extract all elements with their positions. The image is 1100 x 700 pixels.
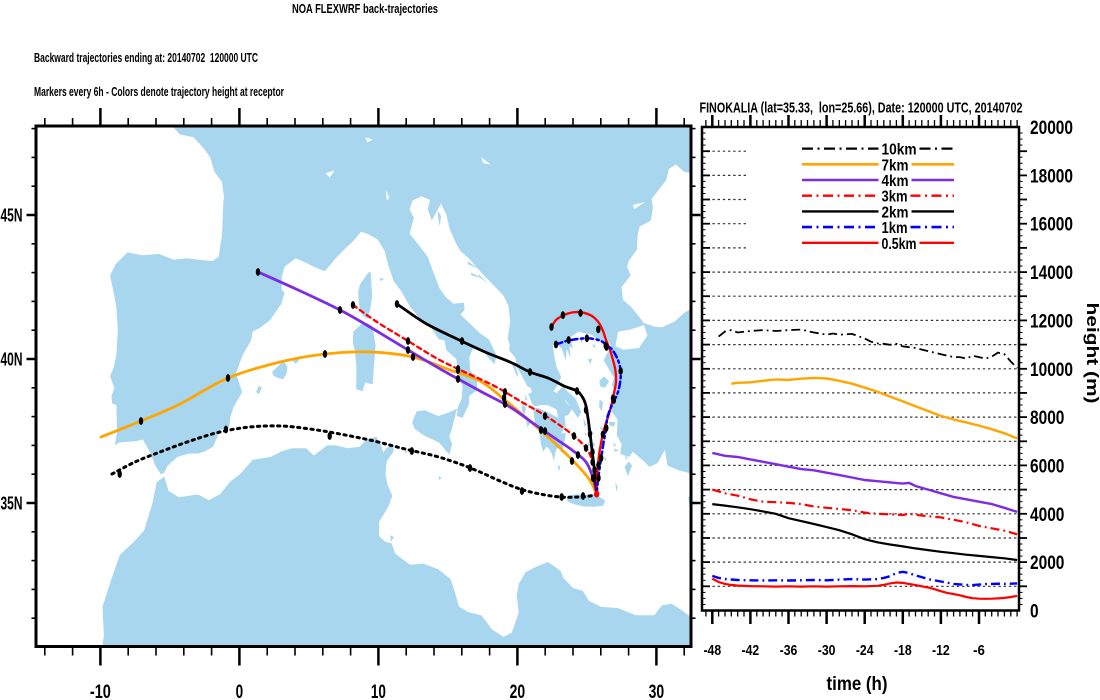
svg-text:10km: 10km: [882, 142, 917, 159]
svg-text:35N: 35N: [1, 494, 23, 514]
svg-text:time (h): time (h): [827, 673, 888, 695]
svg-text:0: 0: [236, 682, 244, 700]
svg-text:40N: 40N: [1, 350, 23, 370]
svg-text:7km: 7km: [882, 157, 909, 174]
svg-text:20: 20: [510, 682, 526, 700]
svg-text:-36: -36: [780, 643, 798, 659]
svg-text:-24: -24: [856, 643, 874, 659]
svg-text:20000: 20000: [1030, 118, 1073, 139]
svg-text:30: 30: [649, 682, 665, 700]
svg-text:-10: -10: [90, 682, 111, 700]
svg-text:10000: 10000: [1030, 360, 1073, 381]
svg-text:10: 10: [371, 682, 386, 700]
svg-text:0.5km: 0.5km: [882, 236, 917, 253]
svg-text:-18: -18: [894, 643, 912, 659]
svg-text:NOA FLEXWRF back-trajectories: NOA FLEXWRF back-trajectories: [292, 2, 438, 16]
svg-text:2km: 2km: [882, 204, 909, 221]
svg-text:12000: 12000: [1030, 311, 1073, 332]
svg-text:-30: -30: [818, 643, 836, 659]
svg-text:Backward trajectories ending a: Backward trajectories ending at: 2014070…: [34, 50, 258, 65]
svg-text:8000: 8000: [1030, 408, 1064, 429]
svg-text:height (m): height (m): [1083, 303, 1100, 404]
svg-text:4000: 4000: [1030, 505, 1064, 526]
svg-text:-12: -12: [932, 643, 950, 659]
svg-text:-6: -6: [973, 643, 985, 659]
svg-text:-48: -48: [703, 643, 721, 659]
svg-text:Markers every 6h - Colors deno: Markers every 6h - Colors denote traject…: [34, 84, 284, 99]
svg-text:FINOKALIA (lat=35.33, lon=25.: FINOKALIA (lat=35.33, lon=25.66), Date: …: [700, 100, 1023, 117]
svg-text:16000: 16000: [1030, 215, 1073, 236]
svg-text:0: 0: [1030, 602, 1039, 623]
svg-text:18000: 18000: [1030, 166, 1073, 187]
svg-text:14000: 14000: [1030, 263, 1073, 284]
svg-text:2000: 2000: [1030, 553, 1064, 574]
svg-text:3km: 3km: [882, 189, 908, 206]
svg-text:1km: 1km: [882, 220, 908, 237]
svg-text:45N: 45N: [1, 206, 23, 226]
svg-text:4km: 4km: [882, 173, 909, 190]
svg-text:6000: 6000: [1030, 456, 1064, 477]
svg-text:-42: -42: [742, 643, 760, 659]
